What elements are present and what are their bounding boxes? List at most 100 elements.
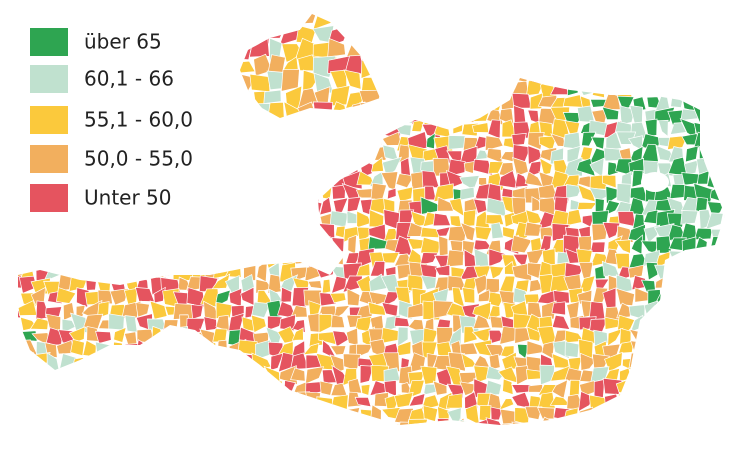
map-region [629, 378, 644, 397]
map-region [719, 236, 725, 257]
map-region [451, 435, 464, 447]
map-region [643, 354, 661, 369]
map-region [657, 78, 672, 81]
map-region [370, 134, 385, 149]
map-region [420, 275, 437, 290]
map-region [461, 80, 480, 96]
map-region [242, 366, 258, 384]
map-region [175, 433, 192, 447]
map-region [228, 106, 246, 124]
map-region [681, 172, 702, 186]
map-region [95, 248, 110, 270]
map-region [553, 78, 567, 82]
map-region [228, 392, 242, 412]
map-region [18, 355, 23, 372]
map-region [268, 157, 285, 173]
map-region [562, 94, 583, 108]
map-region [591, 409, 604, 423]
map-region [212, 328, 228, 343]
map-region [290, 305, 308, 318]
map-region [614, 393, 633, 408]
map-region [150, 224, 167, 237]
map-region [721, 266, 725, 282]
map-region [615, 416, 634, 425]
map-region [320, 417, 338, 425]
map-region [395, 173, 415, 189]
map-region [607, 161, 619, 177]
map-region [58, 353, 78, 372]
map-region [667, 316, 684, 333]
map-region [472, 301, 492, 321]
map-region [57, 405, 72, 422]
map-region [225, 78, 241, 87]
map-region [681, 383, 698, 396]
map-region [72, 235, 89, 256]
map-region [229, 97, 243, 110]
map-region [485, 365, 506, 381]
map-region [564, 341, 580, 358]
map-region [213, 419, 233, 425]
map-region [693, 227, 713, 241]
map-region [346, 196, 362, 213]
map-region [490, 222, 504, 240]
map-region [513, 78, 528, 83]
map-region [21, 435, 36, 450]
map-region [211, 273, 231, 290]
map-region [632, 408, 650, 424]
map-region [189, 82, 204, 99]
map-region [18, 368, 25, 386]
map-region [305, 366, 325, 385]
map-region [240, 379, 256, 397]
map-region [283, 100, 301, 118]
map-region [292, 184, 309, 200]
map-region [419, 421, 442, 425]
map-region [341, 107, 362, 121]
map-region [330, 164, 351, 178]
map-region [248, 38, 270, 58]
map-region [86, 421, 101, 425]
map-region [291, 422, 309, 425]
legend-label: über 65 [84, 30, 162, 54]
map-region [490, 406, 503, 421]
map-region [96, 211, 116, 228]
map-region [356, 120, 375, 139]
map-region [307, 199, 323, 214]
map-region [62, 366, 76, 382]
map-region [330, 148, 349, 164]
map-region [640, 340, 662, 361]
map-region [204, 419, 217, 425]
map-region [278, 394, 297, 410]
map-region [420, 432, 440, 448]
map-region [84, 222, 98, 243]
map-region [58, 393, 71, 413]
map-region [267, 315, 283, 331]
map-region [708, 300, 725, 319]
map-region [18, 250, 25, 266]
map-region [537, 416, 553, 425]
map-region [708, 368, 725, 382]
map-region [278, 146, 294, 164]
map-region [241, 210, 257, 227]
map-region [615, 287, 635, 307]
map-region [566, 208, 583, 226]
map-region [447, 158, 466, 178]
map-region [293, 432, 305, 448]
map-region [280, 433, 294, 450]
map-region [255, 370, 271, 383]
map-region [43, 392, 65, 409]
map-region [162, 345, 181, 357]
map-region [32, 381, 45, 398]
map-region [264, 226, 285, 241]
map-region [408, 83, 424, 97]
map-region [721, 288, 725, 308]
map-region [96, 381, 116, 399]
map-region [460, 222, 476, 242]
map-region [424, 185, 437, 201]
map-region [698, 248, 708, 269]
map-region [524, 221, 543, 237]
map-region [707, 327, 724, 347]
map-region [250, 314, 267, 334]
map-region [254, 157, 269, 177]
map-region [189, 169, 207, 190]
